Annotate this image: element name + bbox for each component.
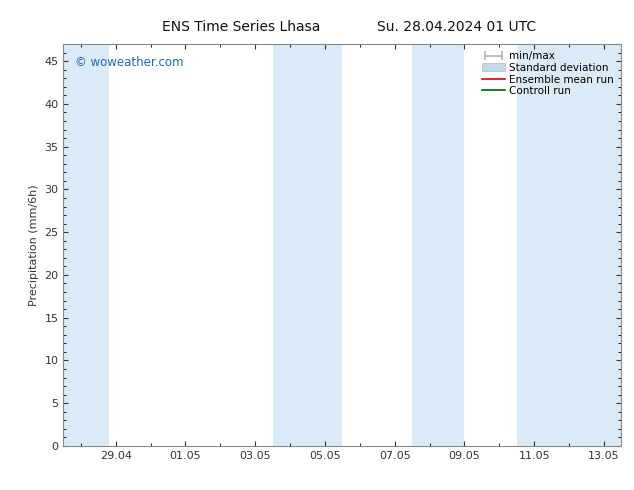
- Bar: [412, 44, 464, 446]
- Text: © woweather.com: © woweather.com: [75, 56, 183, 69]
- Bar: [273, 44, 342, 446]
- Bar: [63, 44, 109, 446]
- Text: ENS Time Series Lhasa: ENS Time Series Lhasa: [162, 20, 320, 34]
- Text: Su. 28.04.2024 01 UTC: Su. 28.04.2024 01 UTC: [377, 20, 536, 34]
- Legend: min/max, Standard deviation, Ensemble mean run, Controll run: min/max, Standard deviation, Ensemble me…: [480, 49, 616, 98]
- Bar: [517, 44, 621, 446]
- Y-axis label: Precipitation (mm/6h): Precipitation (mm/6h): [29, 184, 39, 306]
